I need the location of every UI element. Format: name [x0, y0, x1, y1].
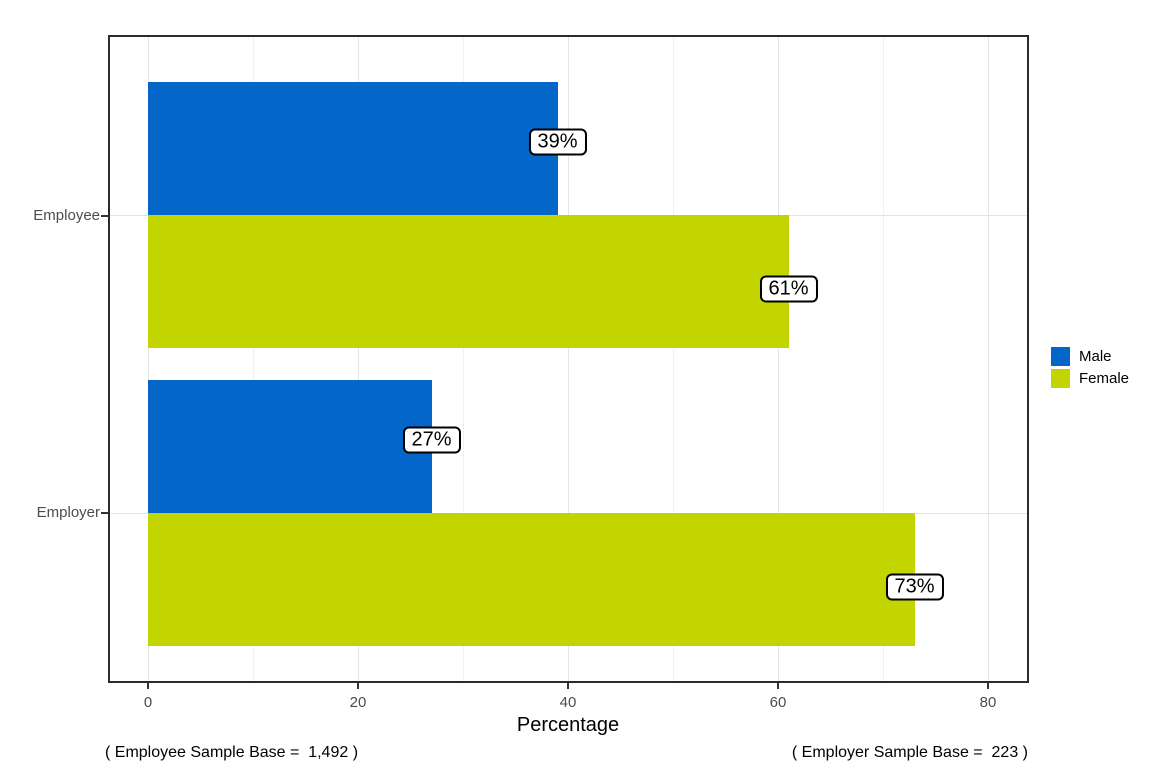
- legend: Male Female: [1051, 347, 1129, 391]
- x-tick-mark-80: [987, 683, 989, 689]
- y-axis-label-employer: Employer: [36, 504, 100, 521]
- bar-employer-male: [148, 380, 432, 513]
- bar-employee-female: [148, 215, 789, 348]
- gridline-major-40: [567, 37, 569, 681]
- legend-item-male: Male: [1051, 347, 1129, 366]
- x-tick-label-0: 0: [143, 694, 153, 711]
- gridline-major-60: [777, 37, 779, 681]
- x-tick-label-40: 40: [559, 694, 577, 711]
- bar-employer-female: [148, 513, 915, 646]
- bar-employee-male: [148, 82, 558, 215]
- gridline-major-20: [357, 37, 359, 681]
- caption-employee-sample-base: ( Employee Sample Base = 1,492 ): [105, 744, 359, 761]
- x-tick-mark-20: [357, 683, 359, 689]
- gridline-minor-70: [882, 37, 884, 681]
- x-tick-mark-60: [777, 683, 779, 689]
- gridline-minor-30: [462, 37, 464, 681]
- value-label-employer-male: 27%: [402, 426, 461, 453]
- y-tick-mark-employer: [101, 512, 108, 514]
- x-tick-mark-40: [567, 683, 569, 689]
- x-axis-title: Percentage: [516, 714, 620, 736]
- value-label-employee-female: 61%: [759, 275, 818, 302]
- legend-label-female: Female: [1079, 370, 1130, 387]
- gridline-major-80: [987, 37, 989, 681]
- value-label-employer-female: 73%: [885, 573, 944, 600]
- female-color-swatch: [1051, 369, 1070, 388]
- legend-label-male: Male: [1079, 348, 1112, 365]
- legend-item-female: Female: [1051, 369, 1129, 388]
- value-label-employee-male: 39%: [528, 128, 587, 155]
- x-tick-label-60: 60: [769, 694, 787, 711]
- x-tick-label-80: 80: [979, 694, 997, 711]
- caption-employer-sample-base: ( Employer Sample Base = 223 ): [791, 744, 1028, 761]
- male-color-swatch: [1051, 347, 1070, 366]
- gridline-major-0: [147, 37, 149, 681]
- gridline-minor-50: [672, 37, 674, 681]
- x-tick-mark-0: [147, 683, 149, 689]
- y-tick-mark-employee: [101, 215, 108, 217]
- y-axis-label-employee: Employee: [33, 207, 100, 224]
- x-tick-label-20: 20: [349, 694, 367, 711]
- gridline-minor-10: [252, 37, 254, 681]
- plot-panel: 39% 27% 61% 73%: [108, 35, 1029, 683]
